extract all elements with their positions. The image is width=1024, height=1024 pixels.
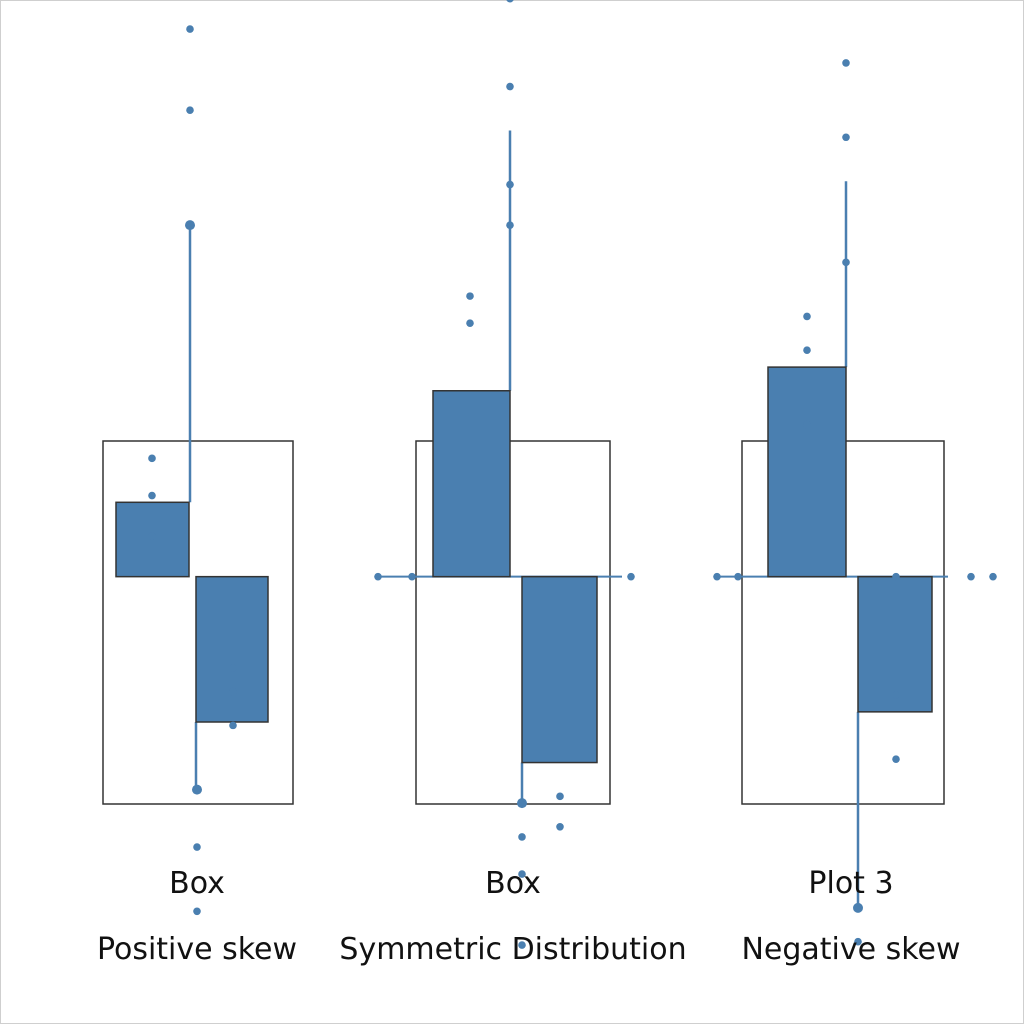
panel-subtitle-3: Negative skew xyxy=(741,932,960,967)
data-point-1-7 xyxy=(229,664,237,672)
data-point-3-12 xyxy=(989,572,997,581)
data-point-3-3 xyxy=(842,133,850,142)
panel-subtitle-1: Positive skew xyxy=(97,932,297,967)
data-point-2-4 xyxy=(506,221,514,229)
data-point-3-6 xyxy=(803,346,811,355)
data-point-2-15 xyxy=(556,822,564,831)
data-point-2-7 xyxy=(374,572,382,581)
data-point-2-5 xyxy=(466,292,474,300)
data-point-1-9 xyxy=(229,721,237,730)
data-point-2-14 xyxy=(556,792,564,801)
data-point-3-9 xyxy=(734,572,742,581)
data-point-3-14 xyxy=(892,755,900,763)
data-point-1-4 xyxy=(148,454,156,463)
data-point-3-15 xyxy=(853,902,863,913)
panel-subtitle-2: Symmetric Distribution xyxy=(339,932,686,967)
data-point-2-11 xyxy=(518,833,526,841)
data-point-3-5 xyxy=(803,312,811,321)
data-point-2-10 xyxy=(517,798,527,809)
data-point-2-1 xyxy=(506,0,514,3)
data-point-3-11 xyxy=(967,572,975,581)
lower-block-2 xyxy=(521,575,598,764)
data-point-1-1 xyxy=(186,25,194,33)
data-point-1-6 xyxy=(148,532,156,540)
panel-frame-2 xyxy=(415,440,611,805)
lower-block-1 xyxy=(195,575,269,723)
panel-title-3: Plot 3 xyxy=(808,866,893,901)
data-point-3-4 xyxy=(842,258,850,267)
data-point-1-2 xyxy=(186,106,194,115)
upper-block-3 xyxy=(767,366,847,578)
data-point-3-16 xyxy=(854,937,862,946)
panel-frame-1 xyxy=(102,440,294,805)
data-point-2-13 xyxy=(518,941,526,949)
panel-title-1: Box xyxy=(169,866,225,901)
data-point-1-3 xyxy=(185,220,195,231)
data-point-1-11 xyxy=(193,843,201,851)
data-point-3-13 xyxy=(892,691,900,699)
data-point-2-9 xyxy=(627,572,635,581)
data-point-3-8 xyxy=(713,572,721,581)
data-point-1-5 xyxy=(148,491,156,500)
data-point-2-12 xyxy=(518,870,526,878)
upper-block-2 xyxy=(432,390,511,578)
data-point-3-10 xyxy=(892,572,900,581)
lower-block-3 xyxy=(857,575,933,713)
data-point-3-2 xyxy=(842,59,850,67)
data-point-1-8 xyxy=(229,687,237,696)
data-point-2-3 xyxy=(506,180,514,189)
data-point-1-10 xyxy=(192,784,202,795)
data-point-2-2 xyxy=(506,82,514,91)
data-point-2-6 xyxy=(466,319,474,327)
data-point-3-7 xyxy=(803,420,811,429)
data-point-1-12 xyxy=(193,907,201,916)
panel-title-2: Box xyxy=(485,866,541,901)
data-point-2-8 xyxy=(408,572,416,581)
